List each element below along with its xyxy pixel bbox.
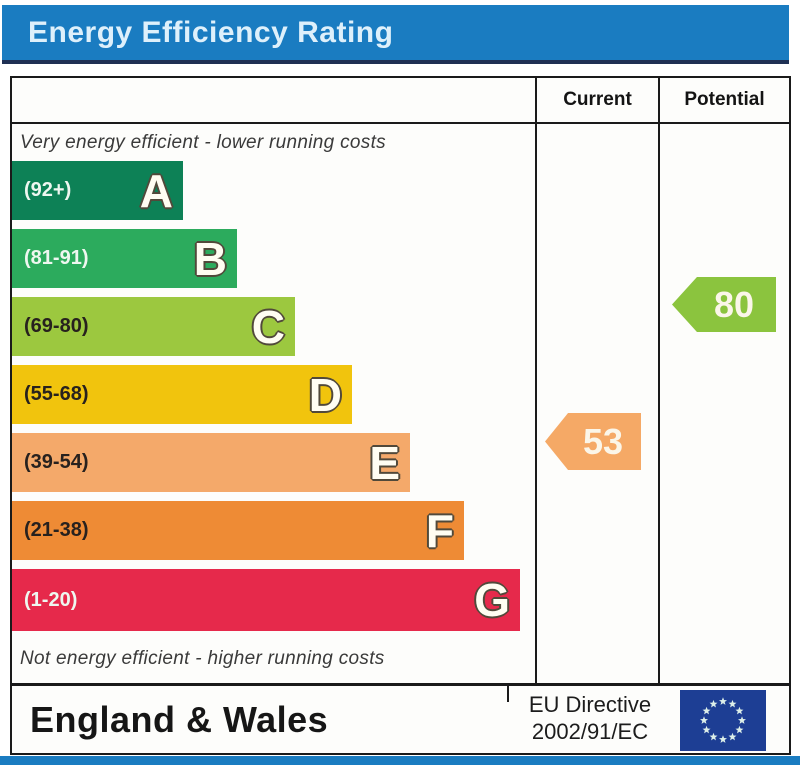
- region-label: England & Wales: [30, 698, 329, 740]
- band-range-label: (55-68): [24, 383, 89, 405]
- eu-directive-line1: EU Directive: [528, 692, 652, 717]
- table-header-row: Current Potential: [12, 78, 789, 124]
- band-letter: E: [369, 436, 400, 489]
- eu-flag-star: [719, 697, 727, 705]
- band-letter: A: [139, 164, 173, 217]
- current-column-header: Current: [563, 89, 632, 110]
- band-letter: D: [308, 368, 342, 421]
- band-row-c: (69-80) C: [12, 297, 535, 356]
- eu-flag-star: [702, 706, 711, 715]
- band-row-d: (55-68) D: [12, 365, 535, 424]
- band-range-label: (92+): [24, 179, 72, 201]
- eu-flag-star: [709, 699, 718, 708]
- eu-flag-star: [702, 725, 711, 734]
- band-range-label: (39-54): [24, 451, 89, 473]
- eu-directive-line2: 2002/91/EC: [531, 719, 649, 744]
- current-column-divider: [535, 124, 537, 683]
- eu-flag: [680, 690, 766, 751]
- band-range-label: (69-80): [24, 315, 89, 337]
- band-range-label: (21-38): [24, 519, 89, 541]
- bottom-note: Not energy efficient - higher running co…: [20, 648, 385, 669]
- rating-chart-area: Very energy efficient - lower running co…: [12, 124, 789, 683]
- band-row-f: (21-38) F: [12, 501, 535, 560]
- band-bar-c: (69-80) C: [12, 297, 295, 356]
- potential-rating-arrow: 80: [672, 277, 776, 332]
- eu-flag-star: [735, 725, 744, 734]
- title-banner: Energy Efficiency Rating: [2, 5, 789, 64]
- band-row-e: (39-54) E: [12, 433, 535, 492]
- eu-flag-star: [735, 706, 744, 715]
- band-range-label: (81-91): [24, 247, 89, 269]
- eu-flag-star: [728, 699, 737, 708]
- band-range-label: (1-20): [24, 588, 78, 611]
- eu-flag-stars: [700, 697, 746, 743]
- band-row-a: (92+) A: [12, 161, 535, 220]
- band-letter: G: [474, 574, 510, 626]
- band-row-b: (81-91) B: [12, 229, 535, 288]
- band-bar-g: (1-20) G: [12, 569, 520, 631]
- potential-column-header: Potential: [684, 89, 765, 110]
- eu-flag-star: [738, 716, 746, 724]
- epc-rating-table: Current Potential Very energy efficient …: [10, 76, 791, 755]
- table-footer-row: England & Wales EU Directive 2002/91/EC: [12, 683, 789, 753]
- eu-flag-star: [709, 732, 718, 741]
- bottom-accent-strip: [0, 756, 800, 765]
- eu-directive-label: EU Directive 2002/91/EC: [510, 691, 670, 745]
- band-row-g: (1-20) G: [12, 569, 535, 631]
- band-letter: B: [193, 232, 227, 285]
- band-bar-e: (39-54) E: [12, 433, 410, 492]
- header-divider-2: [658, 78, 660, 122]
- band-bar-f: (21-38) F: [12, 501, 464, 560]
- potential-rating-value: 80: [713, 283, 755, 325]
- band-letter: C: [251, 300, 285, 353]
- top-note: Very energy efficient - lower running co…: [20, 132, 386, 153]
- current-rating-arrow: 53: [545, 413, 641, 470]
- footer-divider-stub: [507, 686, 509, 702]
- band-bar-b: (81-91) B: [12, 229, 237, 288]
- eu-flag-star: [719, 735, 727, 743]
- header-divider-1: [535, 78, 537, 122]
- rating-bands: (92+) A (81-91) B (69-80) C (55-68) D (39-54) E (2…: [12, 161, 535, 637]
- current-rating-value: 53: [582, 420, 624, 462]
- potential-column-divider: [658, 124, 660, 683]
- band-bar-a: (92+) A: [12, 161, 183, 220]
- band-bar-d: (55-68) D: [12, 365, 352, 424]
- page-title: Energy Efficiency Rating: [28, 15, 394, 49]
- eu-flag-star: [700, 716, 708, 724]
- eu-flag-star: [728, 732, 737, 741]
- band-letter: F: [425, 504, 454, 557]
